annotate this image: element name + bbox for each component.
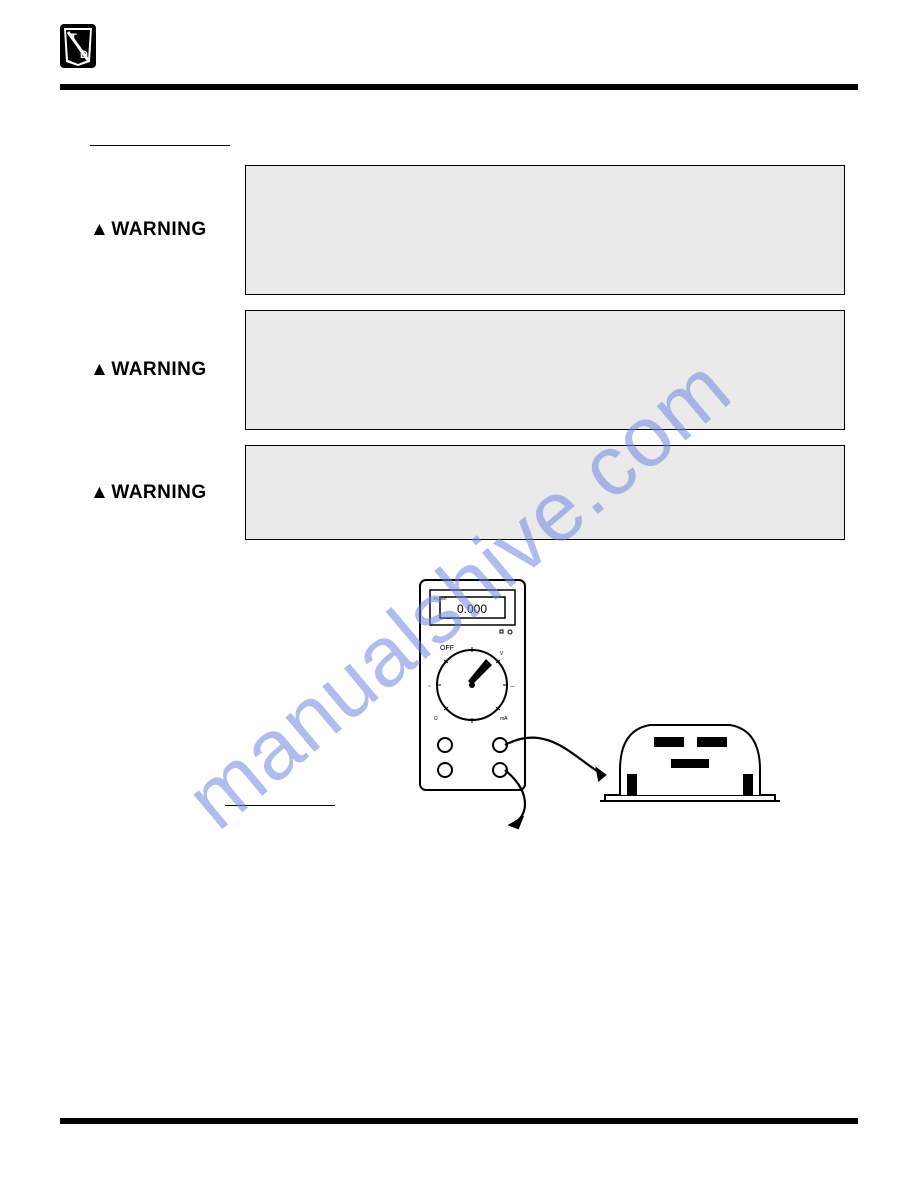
svg-text:~: ~ [428, 684, 431, 690]
section-title-underline [90, 145, 230, 146]
multimeter-icon: 0.000 FLUKE OFF [420, 580, 525, 790]
warning-label-text: WARNING [111, 359, 206, 381]
warning-label-3: ▲ WARNING [90, 482, 245, 504]
svg-text:—: — [510, 684, 515, 690]
warning-box-2 [245, 310, 845, 430]
warning-box-3 [245, 445, 845, 540]
svg-text:Ω: Ω [434, 716, 438, 722]
page-root: T D ▲ WARNING ▲ WARNING ▲ WARNING [0, 0, 918, 1188]
svg-text:mA: mA [500, 716, 508, 722]
figure-caption-underline [225, 805, 335, 806]
warning-label-text: WARNING [111, 219, 206, 241]
warning-box-1 [245, 165, 845, 295]
svg-text:FLUKE: FLUKE [434, 596, 447, 601]
warning-triangle-icon: ▲ [90, 482, 109, 504]
figure-multimeter-receptacle: 0.000 FLUKE OFF [350, 570, 780, 830]
warning-row-3: ▲ WARNING [90, 445, 845, 540]
brand-logo: T D [60, 24, 96, 73]
warning-label-text: WARNING [111, 482, 206, 504]
svg-text:OFF: OFF [440, 645, 454, 652]
multimeter-display-text: 0.000 [457, 602, 487, 616]
warning-label-1: ▲ WARNING [90, 219, 245, 241]
warning-row-2: ▲ WARNING [90, 310, 845, 430]
warning-triangle-icon: ▲ [90, 359, 109, 381]
warning-triangle-icon: ▲ [90, 219, 109, 241]
footer-rule [60, 1118, 858, 1124]
svg-text:D: D [80, 49, 88, 61]
receptacle-icon [600, 725, 780, 801]
warning-row-1: ▲ WARNING [90, 165, 845, 295]
header-rule [60, 84, 858, 90]
warning-label-2: ▲ WARNING [90, 359, 245, 381]
svg-text:T: T [70, 32, 77, 44]
